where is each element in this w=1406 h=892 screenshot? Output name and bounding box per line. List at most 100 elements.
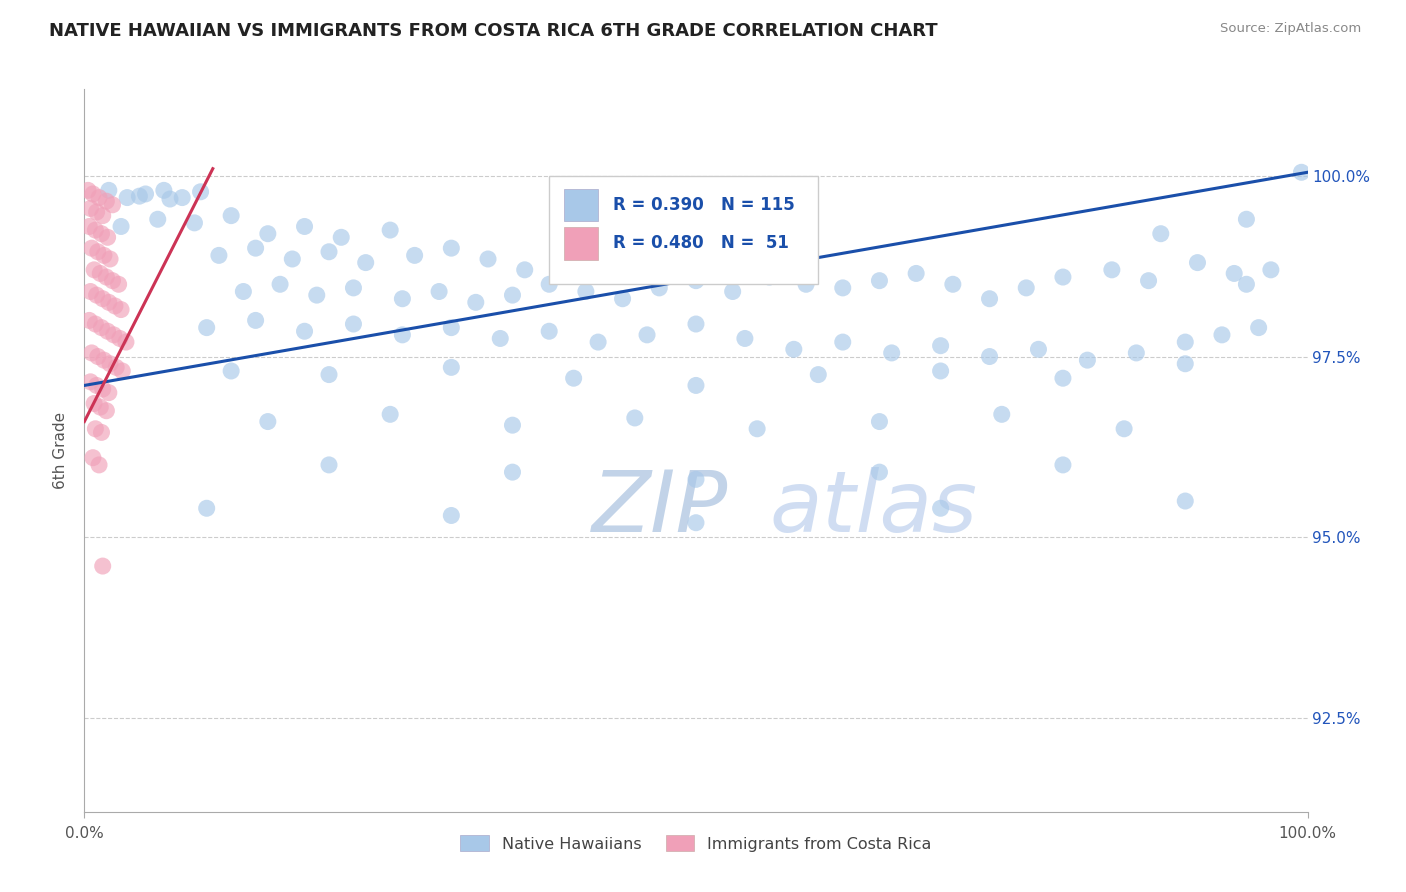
Point (87, 458, 110, 472)
Point (190, 185, 212, 199)
Point (110, 302, 132, 317)
Point (354, 255, 377, 269)
Point (1174, 357, 1197, 371)
Point (440, 508, 463, 523)
Point (477, 252, 499, 266)
Point (97, 295, 120, 310)
Point (80, 241, 103, 255)
Point (318, 458, 340, 472)
Text: R = 0.480   N =  51: R = 0.480 N = 51 (613, 235, 789, 252)
Point (77, 183, 100, 197)
Point (550, 255, 572, 269)
Point (794, 277, 817, 292)
Point (502, 418, 524, 433)
Point (86, 288, 108, 302)
Point (979, 292, 1001, 306)
Point (84, 223, 107, 237)
Point (79, 285, 101, 299)
Point (257, 227, 280, 241)
Point (80, 346, 103, 360)
Point (135, 186, 157, 201)
Text: atlas: atlas (769, 467, 977, 549)
Point (562, 371, 585, 385)
Text: NATIVE HAWAIIAN VS IMMIGRANTS FROM COSTA RICA 6TH GRADE CORRELATION CHART: NATIVE HAWAIIAN VS IMMIGRANTS FROM COSTA… (49, 22, 938, 40)
Point (84, 422, 107, 436)
Point (1015, 281, 1038, 295)
Point (721, 285, 744, 299)
Point (98, 252, 121, 266)
Point (115, 191, 138, 205)
Point (342, 317, 364, 331)
Point (489, 331, 512, 345)
Point (1114, 422, 1136, 436)
Legend: Native Hawaiians, Immigrants from Costa Rica: Native Hawaiians, Immigrants from Costa … (454, 829, 938, 858)
Point (342, 281, 364, 295)
Point (83, 263, 105, 277)
Point (942, 277, 965, 292)
Point (108, 331, 131, 345)
Point (1052, 371, 1074, 385)
Point (90, 227, 112, 241)
Point (391, 327, 413, 342)
Point (1247, 320, 1270, 334)
Point (869, 465, 891, 479)
Point (1236, 277, 1258, 292)
Point (905, 267, 928, 281)
Point (79, 202, 101, 216)
Point (107, 277, 129, 292)
Point (636, 327, 658, 342)
Point (82, 186, 104, 201)
Point (502, 288, 524, 302)
Point (89, 400, 111, 414)
FancyBboxPatch shape (550, 176, 818, 285)
Point (103, 327, 125, 342)
Point (783, 343, 806, 357)
Point (624, 411, 647, 425)
Point (831, 281, 853, 295)
Point (82, 450, 104, 465)
Point (86, 205, 108, 219)
Point (538, 324, 561, 338)
Text: R = 0.390   N = 115: R = 0.390 N = 115 (613, 196, 794, 214)
Point (101, 198, 124, 212)
Point (1260, 263, 1282, 277)
Point (281, 252, 304, 266)
Point (929, 364, 952, 378)
Point (91, 559, 114, 574)
Point (87, 191, 110, 205)
Point (1125, 346, 1147, 360)
Point (97, 385, 120, 400)
Point (146, 212, 169, 227)
Text: ZIP: ZIP (592, 467, 728, 549)
Point (869, 274, 891, 288)
Point (380, 408, 402, 422)
Y-axis label: 6th Grade: 6th Grade (53, 412, 69, 489)
Point (97, 324, 120, 338)
FancyBboxPatch shape (564, 227, 598, 260)
Point (575, 285, 598, 299)
Point (440, 241, 463, 255)
Point (330, 230, 353, 244)
Point (880, 346, 903, 360)
Point (128, 189, 150, 203)
Point (96, 194, 118, 209)
Point (79, 375, 101, 389)
Point (84, 317, 107, 331)
Point (172, 191, 194, 205)
Point (219, 364, 242, 378)
Point (195, 320, 218, 334)
Point (1137, 274, 1160, 288)
Point (624, 252, 647, 266)
Point (685, 378, 707, 392)
Point (219, 209, 242, 223)
Point (1223, 267, 1246, 281)
Point (97, 230, 120, 244)
Point (440, 360, 463, 375)
Point (991, 408, 1014, 422)
Point (807, 368, 830, 382)
Point (91, 209, 114, 223)
Point (758, 270, 780, 285)
Point (77, 219, 100, 234)
Point (586, 259, 609, 273)
Point (101, 274, 124, 288)
